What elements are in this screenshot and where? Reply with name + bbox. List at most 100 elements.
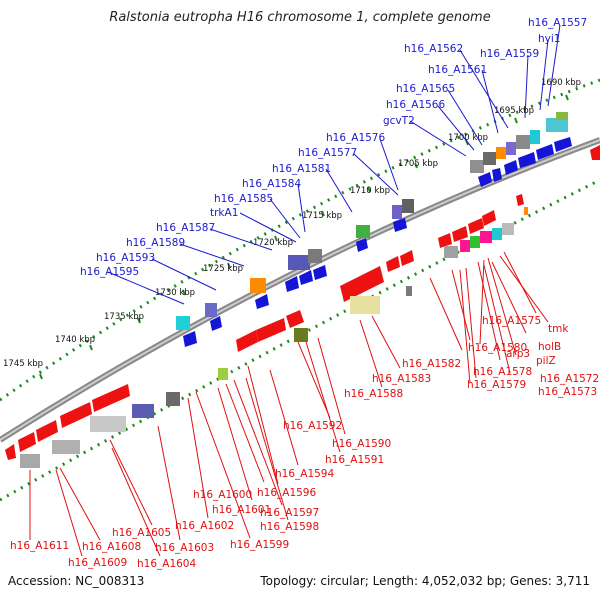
reverse-label: tmk — [548, 323, 569, 335]
forward-label: h16_A1565 — [396, 83, 455, 95]
reverse-gene-box — [480, 231, 492, 243]
forward-gene-box — [556, 112, 568, 120]
forward-gene-arrow — [356, 238, 368, 252]
forward-gene-box — [308, 249, 322, 263]
reverse-gene-box — [350, 296, 380, 314]
kbp-label: 1695 kbp — [494, 106, 534, 116]
reverse-gene-arrow — [590, 145, 600, 160]
reverse-features — [5, 145, 600, 468]
kbp-label: 1735 kbp — [104, 312, 144, 322]
reverse-gene-arrow — [468, 218, 484, 234]
forward-label: gcvT2 — [383, 115, 415, 127]
forward-label: h16_A1584 — [242, 178, 301, 190]
forward-gene-box — [483, 152, 496, 165]
reverse-label: h16_A1596 — [257, 487, 316, 499]
forward-gene-box — [402, 199, 414, 213]
reverse-gene-box — [294, 328, 308, 342]
reverse-label: h16_A1572 — [540, 373, 599, 385]
reverse-label: h16_A1582 — [402, 358, 461, 370]
forward-gene-arrow — [285, 276, 299, 292]
kbp-label: 1725 kbp — [203, 264, 243, 274]
map-title: Ralstonia eutropha H16 chromosome 1, com… — [109, 10, 491, 25]
reverse-gene-box — [132, 404, 154, 418]
reverse-gene-box — [52, 440, 80, 454]
reverse-labels: h16_A1575 tmk h16_A1580 holB arp3 pilZ h… — [10, 315, 599, 570]
reverse-gene-arrow — [236, 330, 258, 352]
forward-label: h16_A1589 — [126, 237, 185, 249]
reverse-leader-lines — [29, 251, 549, 557]
kbp-scale: 1690 kbp 1695 kbp 1700 kbp 1705 kbp 1710… — [3, 78, 581, 369]
reverse-gene-box — [460, 240, 470, 252]
reverse-gene-arrow — [36, 420, 58, 442]
forward-gene-box — [470, 160, 484, 173]
forward-label: h16_A1581 — [272, 163, 331, 175]
reverse-label: arp3 — [506, 348, 530, 360]
summary-text: Topology: circular; Length: 4,052,032 bp… — [260, 574, 590, 588]
forward-label: h16_A1593 — [96, 252, 155, 264]
reverse-label: h16_A1573 — [538, 386, 597, 398]
reverse-label: h16_A1609 — [68, 557, 127, 569]
reverse-gene-arrow — [5, 444, 16, 460]
reverse-gene-box — [406, 286, 412, 296]
forward-gene-arrow — [554, 137, 572, 152]
forward-label: hyi1 — [538, 33, 560, 45]
reverse-label: h16_A1583 — [372, 373, 431, 385]
reverse-label: h16_A1599 — [230, 539, 289, 551]
ring-tick-marks — [39, 94, 569, 380]
reverse-gene-arrow — [340, 266, 384, 302]
forward-leader-lines — [107, 24, 561, 305]
forward-label: h16_A1587 — [156, 222, 215, 234]
reverse-gene-arrow — [438, 233, 452, 248]
reverse-gene-box — [470, 236, 480, 248]
reverse-label: h16_A1602 — [175, 520, 234, 532]
reverse-label: h16_A1578 — [473, 366, 532, 378]
reverse-label: h16_A1601 — [212, 504, 271, 516]
forward-gene-box — [176, 316, 190, 330]
forward-gene-box — [530, 130, 540, 144]
reverse-label: h16_A1604 — [137, 558, 196, 570]
forward-gene-arrow — [518, 152, 536, 168]
reverse-gene-box — [524, 207, 528, 215]
forward-gene-box — [546, 118, 568, 132]
reverse-gene-box — [502, 223, 514, 235]
forward-label: h16_A1576 — [326, 132, 385, 144]
reverse-label: h16_A1611 — [10, 540, 69, 552]
reverse-label: h16_A1580 — [468, 342, 527, 354]
accession-text: Accession: NC_008313 — [8, 574, 145, 588]
forward-label: h16_A1557 — [528, 17, 587, 29]
forward-label: h16_A1562 — [404, 43, 463, 55]
forward-gene-box — [356, 225, 370, 238]
reverse-gene-arrow — [400, 250, 414, 266]
reverse-label: h16_A1597 — [260, 507, 319, 519]
forward-label: h16_A1561 — [428, 64, 487, 76]
reverse-gene-arrow — [256, 318, 286, 342]
forward-gene-arrow — [313, 265, 327, 280]
reverse-gene-arrow — [386, 256, 400, 272]
forward-features — [176, 112, 572, 347]
forward-gene-box — [506, 142, 516, 155]
forward-label: h16_A1559 — [480, 48, 539, 60]
outer-dotted-ring — [0, 78, 600, 402]
reverse-gene-arrow — [516, 194, 524, 206]
reverse-gene-arrow — [452, 226, 468, 242]
kbp-label: 1700 kbp — [448, 133, 488, 143]
forward-label: h16_A1585 — [214, 193, 273, 205]
reverse-gene-arrow — [286, 310, 304, 328]
reverse-label: h16_A1592 — [283, 420, 342, 432]
forward-gene-box — [516, 135, 530, 149]
forward-gene-arrow — [183, 331, 197, 347]
forward-label: h16_A1577 — [298, 147, 357, 159]
forward-label: trkA1 — [210, 207, 238, 219]
kbp-label: 1715 kbp — [302, 211, 342, 221]
reverse-gene-arrow — [482, 210, 496, 226]
reverse-label: h16_A1579 — [467, 379, 526, 391]
kbp-label: 1710 kbp — [350, 186, 390, 196]
forward-gene-arrow — [299, 270, 313, 285]
reverse-label: h16_A1600 — [193, 489, 252, 501]
reverse-gene-box — [444, 246, 458, 258]
inner-dotted-ring — [0, 178, 600, 502]
reverse-label: h16_A1603 — [155, 542, 214, 554]
kbp-label: 1705 kbp — [398, 159, 438, 169]
forward-labels: h16_A1557 hyi1 h16_A1559 h16_A1562 h16_A… — [80, 17, 587, 278]
